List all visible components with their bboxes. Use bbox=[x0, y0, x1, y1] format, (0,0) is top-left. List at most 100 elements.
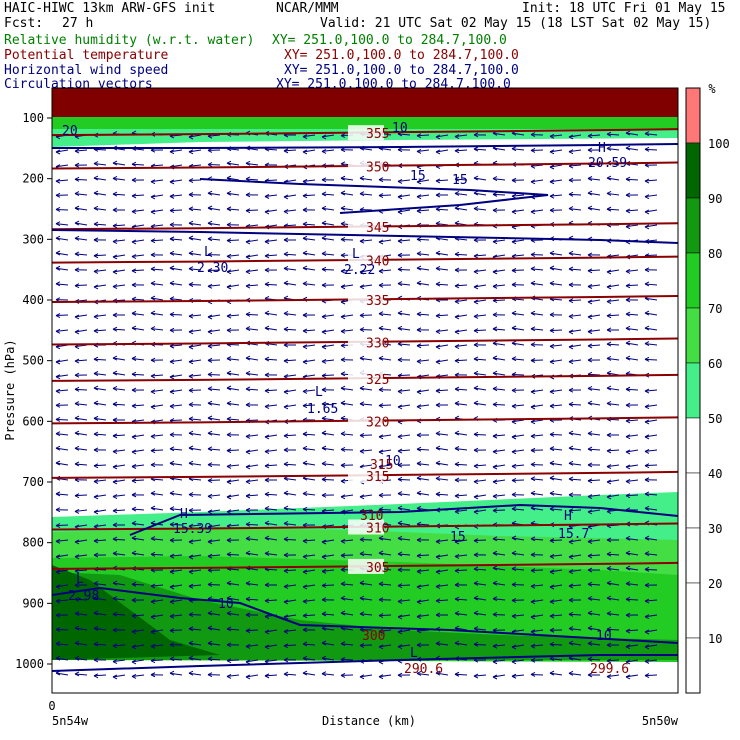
vector-arrow bbox=[511, 404, 525, 407]
vector-arrowhead bbox=[226, 313, 232, 319]
vector-arrowhead bbox=[606, 642, 612, 648]
vector-arrow bbox=[511, 659, 525, 663]
vector-arrow bbox=[245, 224, 259, 227]
vector-arrowhead bbox=[55, 149, 61, 155]
vector-arrowhead bbox=[568, 597, 574, 603]
vector-arrow bbox=[55, 359, 69, 363]
vector-arrowhead bbox=[321, 177, 327, 183]
vector-arrowhead bbox=[530, 462, 536, 467]
vector-arrowhead bbox=[169, 222, 175, 228]
vector-arrow bbox=[245, 523, 259, 526]
vector-arrowhead bbox=[188, 492, 194, 497]
vector-arrowhead bbox=[625, 311, 631, 317]
vector-arrowhead bbox=[473, 509, 479, 515]
vector-arrowhead bbox=[454, 671, 460, 677]
vector-arrowhead bbox=[302, 250, 308, 256]
vector-arrowhead bbox=[511, 146, 517, 152]
vector-arrow bbox=[587, 539, 601, 543]
vector-arrow bbox=[359, 177, 373, 181]
vector-arrow bbox=[549, 448, 563, 451]
vector-arrowhead bbox=[131, 674, 137, 679]
vector-arrowhead bbox=[169, 311, 175, 317]
vector-arrowhead bbox=[416, 569, 422, 574]
vector-arrow bbox=[188, 374, 202, 377]
vector-arrow bbox=[606, 254, 620, 258]
vector-arrowhead bbox=[169, 236, 175, 242]
vector-arrowhead bbox=[150, 462, 156, 468]
vector-arrow bbox=[568, 569, 582, 573]
vector-arrowhead bbox=[150, 614, 156, 620]
vector-arrowhead bbox=[74, 162, 80, 168]
vector-arrow bbox=[150, 404, 164, 408]
vector-arrow bbox=[340, 612, 354, 616]
vector-arrowhead bbox=[397, 567, 403, 573]
vector-arrowhead bbox=[549, 250, 555, 256]
vector-arrowhead bbox=[131, 506, 137, 512]
vector-arrowhead bbox=[644, 434, 650, 440]
vector-arrowhead bbox=[587, 446, 593, 452]
vector-arrowhead bbox=[473, 175, 479, 181]
vector-arrow bbox=[587, 554, 601, 557]
vector-arrowhead bbox=[321, 539, 327, 545]
vector-arrowhead bbox=[549, 490, 555, 496]
vector-arrowhead bbox=[112, 355, 118, 361]
vector-arrow bbox=[207, 494, 221, 497]
vector-arrow bbox=[416, 599, 430, 603]
vector-arrowhead bbox=[397, 629, 403, 635]
vector-arrowhead bbox=[169, 642, 175, 648]
vector-arrowhead bbox=[321, 583, 327, 589]
vector-arrow bbox=[435, 179, 449, 182]
vector-arrowhead bbox=[321, 387, 327, 393]
vector-arrowhead bbox=[150, 266, 156, 272]
vector-arrowhead bbox=[245, 239, 251, 245]
vector-arrowhead bbox=[207, 446, 213, 452]
vector-arrowhead bbox=[549, 553, 555, 559]
vector-arrow bbox=[74, 284, 88, 287]
vector-arrow bbox=[169, 462, 183, 466]
vector-arrowhead bbox=[55, 374, 61, 380]
vector-arrowhead bbox=[606, 565, 612, 571]
vector-arrow bbox=[207, 583, 221, 586]
vector-arrow bbox=[74, 253, 88, 256]
vector-arrowhead bbox=[568, 640, 574, 646]
vector-arrow bbox=[93, 643, 107, 646]
vector-arrow bbox=[93, 597, 107, 601]
vector-arrowhead bbox=[359, 643, 365, 648]
vector-arrow bbox=[150, 434, 164, 437]
vector-arrowhead bbox=[283, 389, 289, 395]
vector-arrow bbox=[606, 674, 620, 678]
vector-arrow bbox=[302, 134, 316, 138]
vector-arrow bbox=[492, 342, 506, 346]
vector-arrow bbox=[207, 284, 221, 287]
vector-arrowhead bbox=[55, 328, 61, 334]
vector-arrow bbox=[283, 644, 297, 647]
vector-arrowhead bbox=[378, 597, 384, 603]
vector-arrowhead bbox=[492, 464, 498, 470]
vector-arrowhead bbox=[112, 239, 118, 244]
vector-arrow bbox=[169, 298, 183, 301]
vector-arrow bbox=[587, 642, 601, 646]
vector-arrow bbox=[625, 464, 639, 468]
vector-arrowhead bbox=[150, 194, 156, 200]
vector-arrowhead bbox=[321, 373, 327, 379]
vector-arrow bbox=[283, 149, 297, 152]
field-xy-theta: XY= 251.0,100.0 to 284.7,100.0 bbox=[284, 48, 519, 63]
vector-arrowhead bbox=[511, 434, 517, 440]
vector-arrowhead bbox=[625, 418, 631, 424]
vector-arrowhead bbox=[283, 521, 289, 526]
vector-arrowhead bbox=[302, 389, 308, 394]
vector-arrowhead bbox=[93, 314, 99, 320]
vector-arrowhead bbox=[188, 359, 194, 365]
vector-arrowhead bbox=[226, 356, 232, 362]
vector-arrowhead bbox=[549, 599, 555, 605]
vector-arrowhead bbox=[245, 434, 251, 439]
theta-contour bbox=[52, 337, 678, 346]
vector-arrow bbox=[530, 614, 544, 618]
vector-arrowhead bbox=[302, 538, 308, 544]
theta-extra-labels: 310 315 300 290.6 299.6 bbox=[360, 458, 629, 677]
vector-arrow bbox=[283, 584, 297, 588]
colorbar-label: 10 bbox=[708, 632, 722, 646]
vector-arrow bbox=[55, 628, 69, 631]
vector-arrowhead bbox=[644, 281, 650, 287]
